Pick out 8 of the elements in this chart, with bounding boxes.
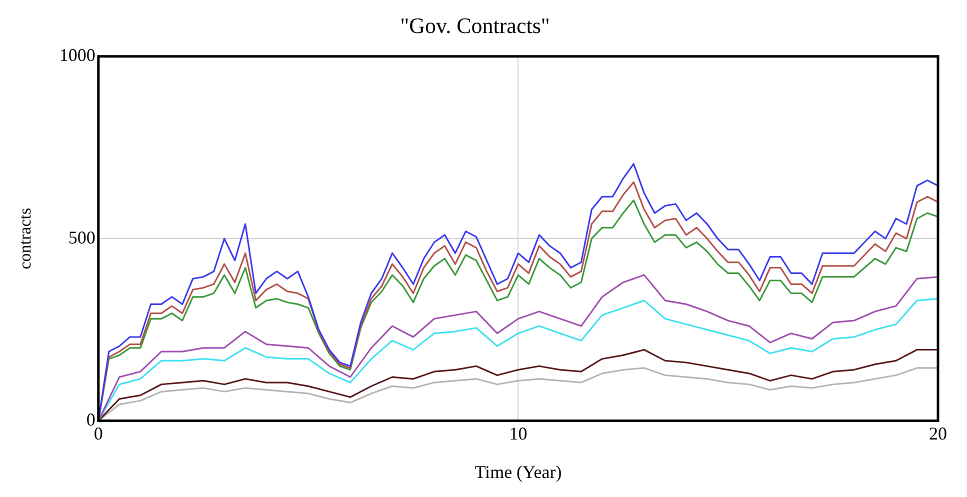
y-axis-title: contracts xyxy=(16,208,35,270)
y-tick-label: 1000 xyxy=(59,45,96,66)
x-tick-label: 20 xyxy=(929,423,947,444)
x-axis-title: Time (Year) xyxy=(474,462,562,482)
x-tick-label: 10 xyxy=(509,423,528,444)
y-tick-label: 0 xyxy=(86,410,96,430)
chart-title: "Gov. Contracts" xyxy=(400,12,550,38)
y-tick-label: 500 xyxy=(68,227,96,248)
